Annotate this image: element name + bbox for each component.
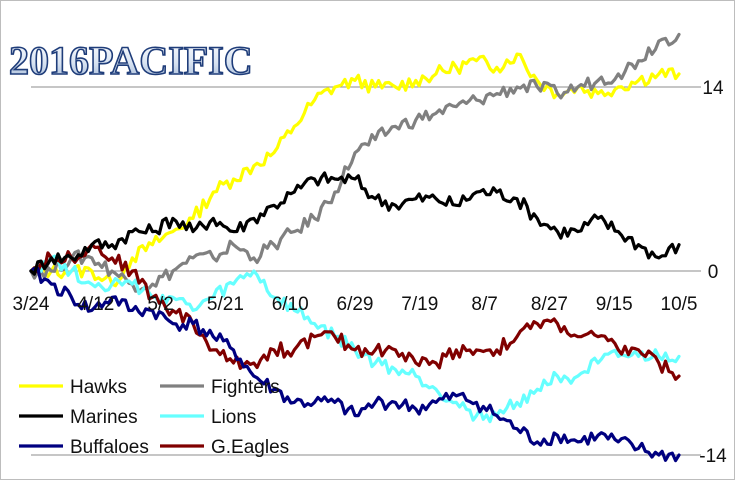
x-tick-label: 3/24 (13, 294, 50, 315)
series-line-lions (29, 254, 681, 424)
legend-label: Fighters (211, 377, 280, 398)
legend-label: Hawks (70, 377, 127, 398)
x-tick-label: 8/27 (531, 294, 568, 315)
x-tick-label: 5/2 (147, 294, 173, 315)
series-line-buffaloes (29, 266, 681, 463)
legend-label: G.Eagles (211, 437, 289, 458)
x-tick-label: 6/29 (337, 294, 374, 315)
y-tick-label: 0 (708, 262, 719, 283)
x-tick-label: 8/7 (471, 294, 497, 315)
legend-label: Lions (211, 407, 256, 428)
x-tick-label: 5/21 (207, 294, 244, 315)
x-tick-label: 6/10 (272, 294, 309, 315)
series-line-hawks (29, 52, 681, 288)
chart-title: 2016PACIFIC (9, 38, 253, 83)
y-axis-tick-labels: 14 0 -14 (699, 78, 727, 467)
x-tick-label: 9/15 (596, 294, 633, 315)
legend-label: Marines (70, 407, 138, 428)
y-tick-label: 14 (702, 78, 724, 99)
x-axis-tick-labels: 3/24 4/12 5/2 5/21 6/10 6/29 7/19 8/7 8/27 9/15 10… (13, 294, 698, 315)
series-line-g-eagles (29, 243, 681, 381)
legend-label: Buffaloes (70, 437, 149, 458)
y-tick-label: -14 (699, 446, 727, 467)
series-line-marines (29, 171, 681, 276)
x-tick-label: 10/5 (661, 294, 698, 315)
legend: Hawks Fighters Marines Lions Buffaloes G.Eagl… (19, 377, 289, 458)
series-layer (29, 32, 681, 463)
x-tick-label: 4/12 (77, 294, 114, 315)
x-tick-label: 7/19 (401, 294, 438, 315)
